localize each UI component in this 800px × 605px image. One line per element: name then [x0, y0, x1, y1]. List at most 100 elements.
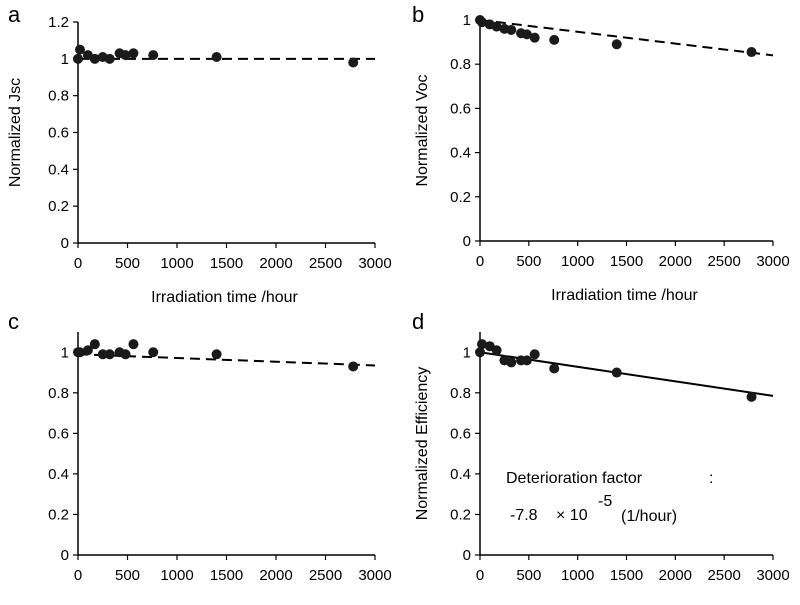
y-tick-label-c: 0.6	[48, 425, 69, 442]
y-tick-label-d: 0	[463, 547, 471, 564]
y-tick-label-d: 0.6	[450, 425, 471, 442]
x-tick-label-a: 2500	[309, 255, 342, 272]
data-point-b	[611, 39, 622, 50]
y-tick-label-b: 0.6	[450, 100, 471, 117]
annotation-d: × 10	[556, 507, 588, 524]
data-point-c	[148, 347, 159, 358]
data-point-b	[549, 34, 560, 45]
x-tick-label-b: 500	[516, 253, 541, 270]
data-point-d	[475, 347, 485, 358]
data-point-c	[211, 349, 222, 360]
x-axis-title-a: Irradiation time /hour	[151, 289, 298, 306]
y-tick-label-c: 1	[61, 344, 69, 361]
y-axis-title-a: Normalized Jsc	[7, 78, 24, 187]
y-tick-label-d: 0.2	[450, 506, 471, 523]
x-tick-label-d: 2000	[659, 567, 692, 584]
data-point-b	[476, 17, 487, 28]
data-point-a	[348, 57, 359, 68]
data-point-a	[89, 53, 100, 64]
data-point-c	[82, 345, 93, 356]
data-point-b	[521, 29, 532, 40]
data-point-a	[120, 50, 131, 61]
y-tick-label-b: 0	[463, 233, 471, 250]
annotation-d: Deterioration factor	[506, 470, 643, 487]
x-tick-label-c: 3000	[358, 567, 391, 584]
annotation-d: (1/hour)	[621, 508, 677, 525]
data-point-c	[97, 349, 108, 360]
data-point-d	[491, 345, 502, 356]
data-point-b	[491, 21, 502, 32]
x-tick-label-d: 3000	[756, 567, 789, 584]
x-tick-label-b: 2500	[707, 253, 740, 270]
y-tick-label-d: 1	[463, 344, 471, 361]
x-tick-label-c: 1000	[160, 567, 193, 584]
y-tick-label-c: 0	[61, 547, 69, 564]
data-point-c	[348, 361, 359, 372]
x-tick-label-c: 0	[74, 567, 82, 584]
y-axis-title-b: Normalized Voc	[414, 74, 431, 186]
data-point-d	[529, 349, 540, 360]
x-tick-label-a: 1500	[210, 255, 243, 272]
x-tick-label-c: 500	[115, 567, 140, 584]
y-tick-label-b: 0.2	[450, 189, 471, 206]
annotation-d: -5	[598, 493, 612, 510]
data-point-b	[746, 47, 757, 58]
data-point-c	[89, 339, 100, 350]
data-point-d	[611, 367, 622, 378]
y-tick-label-a: 0.6	[48, 125, 69, 142]
x-tick-label-b: 1500	[610, 253, 643, 270]
data-point-d	[506, 357, 517, 368]
y-tick-label-a: 0.4	[48, 161, 69, 178]
data-point-a	[211, 51, 222, 62]
panel-letter-d: d	[412, 309, 424, 334]
y-tick-label-b: 0.8	[450, 56, 471, 73]
panel-letter-c: c	[8, 309, 19, 334]
trend-line-b	[479, 19, 774, 57]
x-tick-label-a: 2000	[259, 255, 292, 272]
x-tick-label-d: 2500	[707, 567, 740, 584]
x-tick-label-d: 0	[476, 567, 484, 584]
y-axis-title-d: Normalized Efficiency	[414, 367, 431, 521]
x-tick-label-d: 1500	[610, 567, 643, 584]
data-point-c	[74, 347, 85, 358]
data-point-c	[128, 339, 139, 350]
data-point-c	[104, 349, 115, 360]
y-tick-label-d: 0.8	[450, 385, 471, 402]
y-tick-label-b: 0.4	[450, 145, 471, 162]
y-tick-label-d: 0.4	[450, 466, 471, 483]
x-axis-title-b: Irradiation time /hour	[551, 287, 698, 304]
data-point-b	[506, 24, 517, 35]
x-tick-label-c: 2500	[309, 567, 342, 584]
panel-letter-a: a	[8, 2, 21, 27]
x-tick-label-a: 3000	[358, 255, 391, 272]
x-tick-label-b: 3000	[756, 253, 789, 270]
x-tick-label-a: 500	[115, 255, 140, 272]
y-tick-label-a: 0.2	[48, 198, 69, 215]
annotation-d: -7.8	[510, 507, 538, 524]
y-tick-label-b: 1	[463, 12, 471, 29]
y-tick-label-a: 0.8	[48, 88, 69, 105]
data-point-a	[148, 50, 159, 61]
annotation-d: :	[709, 470, 713, 487]
x-tick-label-c: 1500	[210, 567, 243, 584]
y-tick-label-a: 1.2	[48, 14, 69, 31]
x-tick-label-b: 2000	[659, 253, 692, 270]
x-tick-label-a: 1000	[160, 255, 193, 272]
y-tick-label-c: 0.2	[48, 506, 69, 523]
data-point-d	[549, 363, 560, 374]
x-tick-label-c: 2000	[259, 567, 292, 584]
data-point-d	[476, 339, 487, 350]
panel-letter-b: b	[412, 2, 424, 27]
y-tick-label-c: 0.4	[48, 466, 69, 483]
data-point-a	[128, 48, 139, 59]
data-point-a	[74, 44, 85, 55]
y-tick-label-c: 0.8	[48, 385, 69, 402]
data-point-c	[120, 349, 131, 360]
data-point-a	[104, 53, 115, 64]
data-point-a	[73, 53, 83, 64]
y-tick-label-a: 1	[61, 51, 69, 68]
x-tick-label-d: 1000	[561, 567, 594, 584]
x-tick-label-d: 500	[516, 567, 541, 584]
y-tick-label-a: 0	[61, 235, 69, 252]
